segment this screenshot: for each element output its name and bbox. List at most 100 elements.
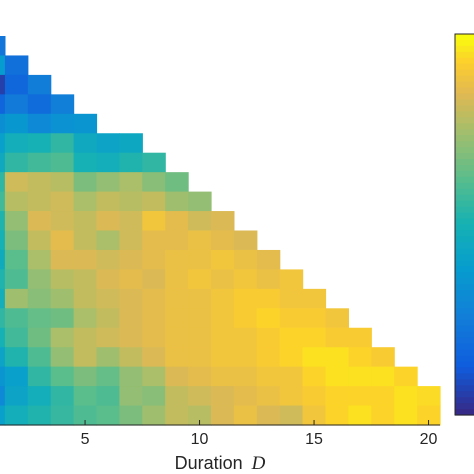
heatmap-cell [0,288,6,309]
heatmap-cell [119,269,143,290]
heatmap-cell [119,405,143,426]
heatmap-cell [27,113,52,134]
heatmap-cell [302,308,327,329]
heatmap-cell [27,308,52,329]
heatmap-cell [119,347,143,368]
colorbar-segment [455,284,474,291]
colorbar-segment [455,141,474,148]
colorbar-segment [455,200,474,208]
heatmap-cell [348,405,372,426]
heatmap-cell [211,230,235,251]
heatmap-cell [96,269,120,290]
heatmap-cell [73,152,98,173]
heatmap-cell [165,191,189,212]
colorbar-segment [455,254,474,261]
heatmap-cell [142,405,166,426]
heatmap-cell [73,191,98,212]
x-axis-label-symbol: D [251,453,266,474]
heatmap-cell [325,347,349,368]
heatmap-cell [348,386,372,407]
heatmap-cell [302,347,327,368]
heatmap-cell [50,211,75,232]
heatmap-cell [96,152,120,173]
heatmap-cell [73,366,98,387]
colorbar-segment [455,93,474,101]
heatmap-cell [279,288,304,309]
colorbar-segment [455,182,474,190]
heatmap-cell [233,405,258,426]
colorbar-segment [455,289,474,297]
heatmap-cell [188,211,212,232]
heatmap-cell [371,347,395,368]
heatmap-cell [325,308,349,329]
heatmap-cell [119,366,143,387]
heatmap-cell [27,288,52,309]
heatmap-cell [394,405,418,426]
heatmap-cell [27,327,52,348]
heatmap-cell [73,405,98,426]
heatmap-cell [188,386,212,407]
heatmap-cell [73,269,98,290]
heatmap-cell [50,327,75,348]
heatmap-cell [50,133,75,154]
heatmap-cell [211,288,235,309]
heatmap-cell [50,269,75,290]
heatmap-cell [256,347,281,368]
heatmap-cell [50,405,75,426]
heatmap-cell [4,386,29,407]
heatmap-cell [4,249,29,270]
colorbar-segment [455,75,474,83]
heatmap-cell [325,386,349,407]
heatmap-cell [256,386,281,407]
heatmap-cell [73,386,98,407]
heatmap-cell [302,405,327,426]
heatmap-cell [211,211,235,232]
heatmap-cell [0,74,6,95]
heatmap-cell [256,327,281,348]
heatmap-cell [0,133,6,154]
heatmap-cell [348,327,372,348]
heatmap-cell [73,347,98,368]
colorbar-segment [455,230,474,237]
heatmap-cell [394,386,418,407]
heatmap-cell [142,347,166,368]
heatmap-cell [0,347,6,368]
heatmap-cell [50,347,75,368]
heatmap-cell [96,308,120,329]
heatmap-cell [73,288,98,309]
heatmap-cell [4,366,29,387]
colorbar-segment [455,218,474,226]
colorbar-segment [455,409,474,416]
colorbar-segment [455,63,474,71]
heatmap-cell [4,55,29,76]
heatmap-cell [165,211,189,232]
colorbar-segment [455,212,474,220]
colorbar-segment [455,361,474,368]
heatmap-cell [142,366,166,387]
colorbar-segment [455,135,474,142]
colorbar-segment [455,45,474,53]
heatmap-cell [4,74,29,95]
heatmap-cell [211,308,235,329]
heatmap-cell [256,249,281,270]
heatmap-cell [211,347,235,368]
heatmap-cell [4,347,29,368]
colorbar [454,33,474,416]
heatmap-cell [73,327,98,348]
heatmap-cell [233,249,258,270]
x-axis-label: Duration D [175,453,266,474]
heatmap-cells [0,36,441,426]
colorbar-segment [455,367,474,374]
heatmap-cell [119,133,143,154]
heatmap-cell [233,366,258,387]
colorbar-segment [455,170,474,178]
colorbar-segment [455,111,474,118]
heatmap-cell [325,366,349,387]
heatmap-cell [165,347,189,368]
heatmap-cell [142,172,166,193]
heatmap-cell [279,405,304,426]
colorbar-segment [455,403,474,410]
heatmap-cell [4,269,29,290]
heatmap-cell [50,308,75,329]
